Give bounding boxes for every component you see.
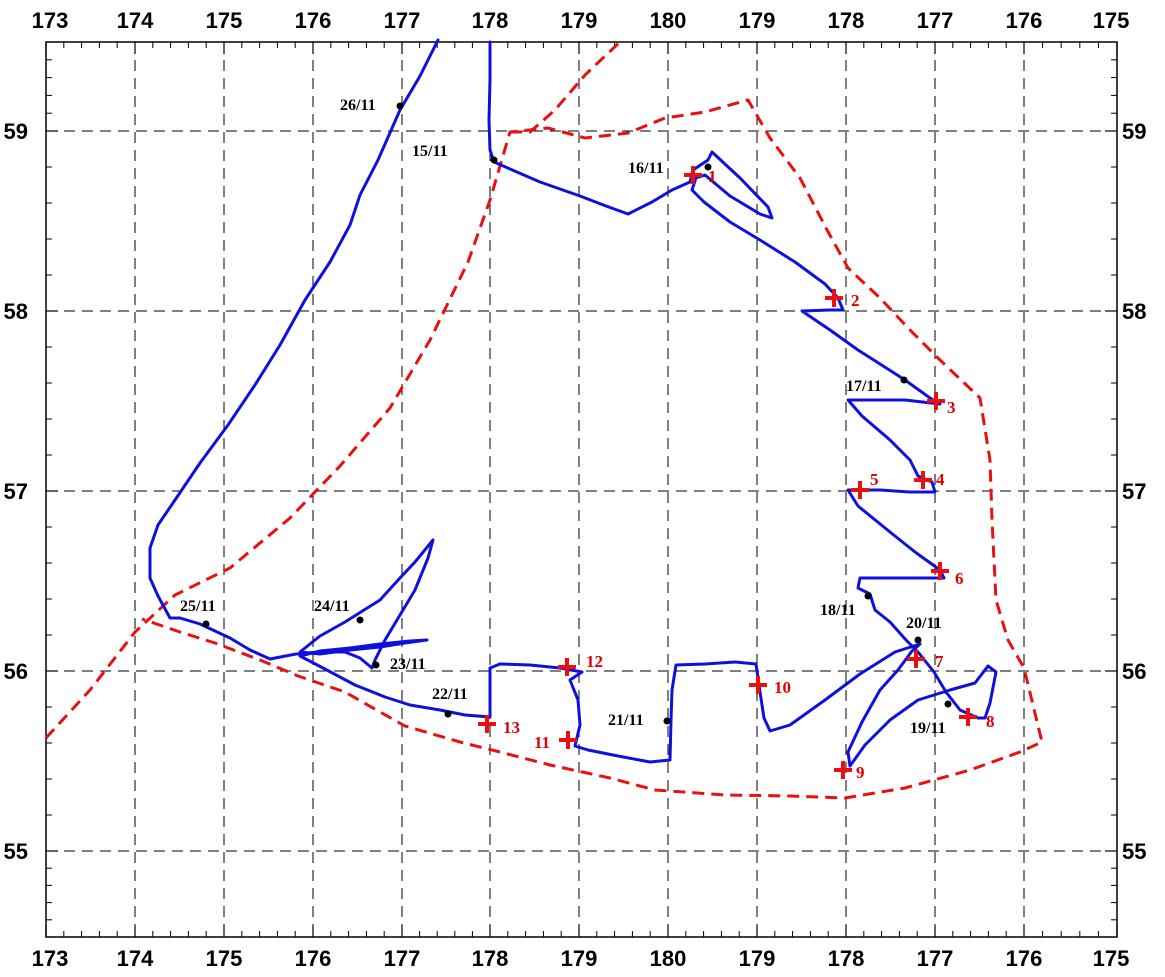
date-label-18-11: 18/11	[820, 602, 856, 619]
date-marker-dot	[704, 163, 712, 171]
station-label: 10	[774, 678, 791, 697]
station-label: 9	[856, 763, 865, 782]
bottom-longitude-label: 174	[117, 946, 154, 971]
graticule	[46, 42, 1117, 937]
top-longitude-label: 179	[739, 8, 776, 33]
bottom-longitude-label: 179	[561, 946, 598, 971]
bottom-longitude-label: 179	[739, 946, 776, 971]
bottom-longitude-label: 178	[472, 946, 509, 971]
axis-tick-labels: 173 174 175 176 177 178 179 180 179 178 177 176 1751…	[4, 8, 1147, 971]
date-label-21-11: 21/11	[608, 712, 644, 729]
bottom-longitude-label: 177	[384, 946, 421, 971]
date-label-23-11: 23/11	[390, 656, 426, 673]
bottom-longitude-label: 176	[1006, 946, 1043, 971]
bottom-longitude-label: 175	[1093, 946, 1130, 971]
date-marker-dot	[900, 376, 908, 384]
date-label-22-11: 22/11	[432, 686, 468, 703]
top-longitude-label: 178	[472, 8, 509, 33]
station-3-marker: 3	[927, 392, 956, 417]
eez-boundary-main	[44, 98, 1044, 800]
station-12-marker: 12	[558, 652, 603, 676]
top-longitude-label: 175	[206, 8, 243, 33]
date-marker-dot	[490, 156, 498, 164]
station-8-marker: 8	[959, 708, 995, 731]
top-longitude-label: 176	[1006, 8, 1043, 33]
left-latitude-label: 58	[4, 299, 28, 324]
frame-border	[45, 41, 1118, 938]
station-1-marker: 1	[684, 166, 717, 186]
top-longitude-label: 178	[828, 8, 865, 33]
ship-track	[148, 38, 998, 768]
station-label: 12	[586, 652, 603, 671]
station-13-marker: 13	[478, 715, 520, 737]
top-longitude-label: 177	[917, 8, 954, 33]
top-longitude-label: 176	[295, 8, 332, 33]
station-label: 7	[935, 652, 944, 671]
map-frame	[45, 41, 1118, 938]
date-marker-dot	[444, 710, 452, 718]
station-label: 5	[870, 470, 879, 489]
station-label: 8	[986, 712, 995, 731]
bottom-longitude-label: 178	[828, 946, 865, 971]
date-label-19-11: 19/11	[910, 720, 946, 737]
eez-boundary-branch	[510, 38, 624, 134]
left-latitude-label: 57	[4, 479, 28, 504]
right-latitude-label: 55	[1122, 839, 1146, 864]
date-marker-dot	[372, 661, 380, 669]
date-label-20-11: 20/11	[906, 615, 942, 632]
station-label: 13	[503, 718, 520, 737]
bottom-longitude-label: 173	[32, 946, 69, 971]
date-marker-dot	[914, 636, 922, 644]
top-longitude-label: 179	[561, 8, 598, 33]
station-2-marker: 2	[825, 289, 860, 310]
station-label: 3	[947, 398, 956, 417]
date-marker-dot	[356, 616, 364, 624]
date-marker-dot	[396, 102, 404, 110]
right-latitude-label: 56	[1122, 659, 1146, 684]
date-label-16-11: 16/11	[628, 160, 664, 177]
top-longitude-label: 177	[384, 8, 421, 33]
date-label-25-11: 25/11	[180, 598, 216, 615]
right-latitude-label: 58	[1122, 299, 1146, 324]
station-label: 6	[955, 569, 964, 588]
date-markers: 15/11 16/11 17/11 18/11 19/11 20/11 21/11 22/11…	[180, 97, 952, 737]
cruise-track	[148, 38, 998, 768]
station-4-marker: 4	[914, 470, 945, 489]
station-11-marker: 11	[534, 731, 577, 752]
station-label: 11	[534, 733, 550, 752]
station-label: 4	[936, 470, 945, 489]
date-label-24-11: 24/11	[314, 598, 350, 615]
date-marker-dot	[944, 700, 952, 708]
right-latitude-label: 57	[1122, 479, 1146, 504]
date-label-15-11: 15/11	[412, 143, 448, 160]
date-marker-dot	[663, 717, 671, 725]
bottom-longitude-label: 177	[917, 946, 954, 971]
date-label-17-11: 17/11	[846, 378, 882, 395]
date-marker-dot	[202, 620, 210, 628]
bottom-longitude-label: 176	[295, 946, 332, 971]
date-label-26-11: 26/11	[340, 97, 376, 114]
top-longitude-label: 180	[650, 8, 687, 33]
station-6-marker: 6	[931, 562, 964, 588]
date-marker-dot	[864, 592, 872, 600]
station-label: 1	[708, 167, 717, 186]
left-latitude-label: 56	[4, 659, 28, 684]
top-longitude-label: 174	[117, 8, 154, 33]
bottom-longitude-label: 175	[206, 946, 243, 971]
left-latitude-label: 55	[4, 839, 28, 864]
station-5-marker: 5	[851, 470, 879, 499]
top-longitude-label: 173	[32, 8, 69, 33]
station-10-marker: 10	[749, 676, 791, 697]
boundary-line	[44, 38, 1044, 800]
station-9-marker: 9	[834, 761, 865, 782]
top-longitude-label: 175	[1093, 8, 1130, 33]
bottom-longitude-label: 180	[650, 946, 687, 971]
right-latitude-label: 59	[1122, 119, 1146, 144]
station-label: 2	[851, 291, 860, 310]
station-7-marker: 7	[907, 650, 944, 671]
left-latitude-label: 59	[4, 119, 28, 144]
